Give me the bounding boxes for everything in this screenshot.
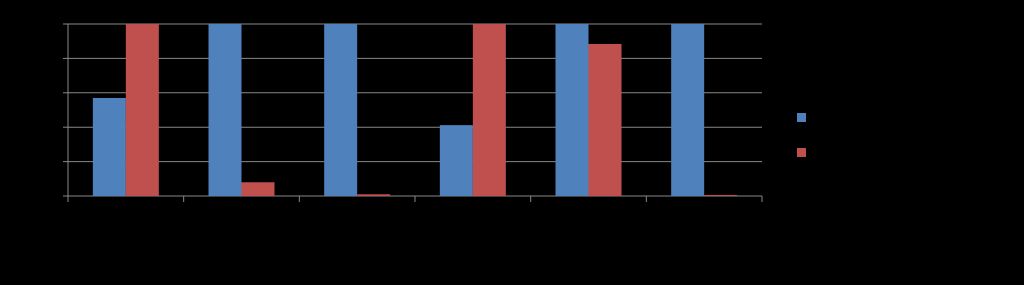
bar [472, 24, 506, 196]
y-tick-label: 4 [52, 52, 58, 64]
y-tick-label: 5 [52, 18, 58, 30]
bar [555, 24, 589, 196]
y-tick-label: 3 [52, 87, 58, 99]
bar [208, 24, 242, 196]
bar [241, 182, 275, 196]
bar [588, 43, 622, 197]
bar [324, 24, 358, 196]
y-tick-label: 1 [52, 156, 58, 168]
bar [125, 24, 159, 196]
legend-swatch [797, 113, 806, 122]
bar [704, 194, 738, 196]
legend-swatch [797, 148, 806, 157]
bar [671, 24, 705, 196]
bar [357, 194, 391, 196]
y-tick-label: 0 [52, 190, 58, 202]
y-tick-label: 2 [52, 121, 58, 133]
bar [439, 125, 473, 196]
bar [92, 97, 126, 196]
